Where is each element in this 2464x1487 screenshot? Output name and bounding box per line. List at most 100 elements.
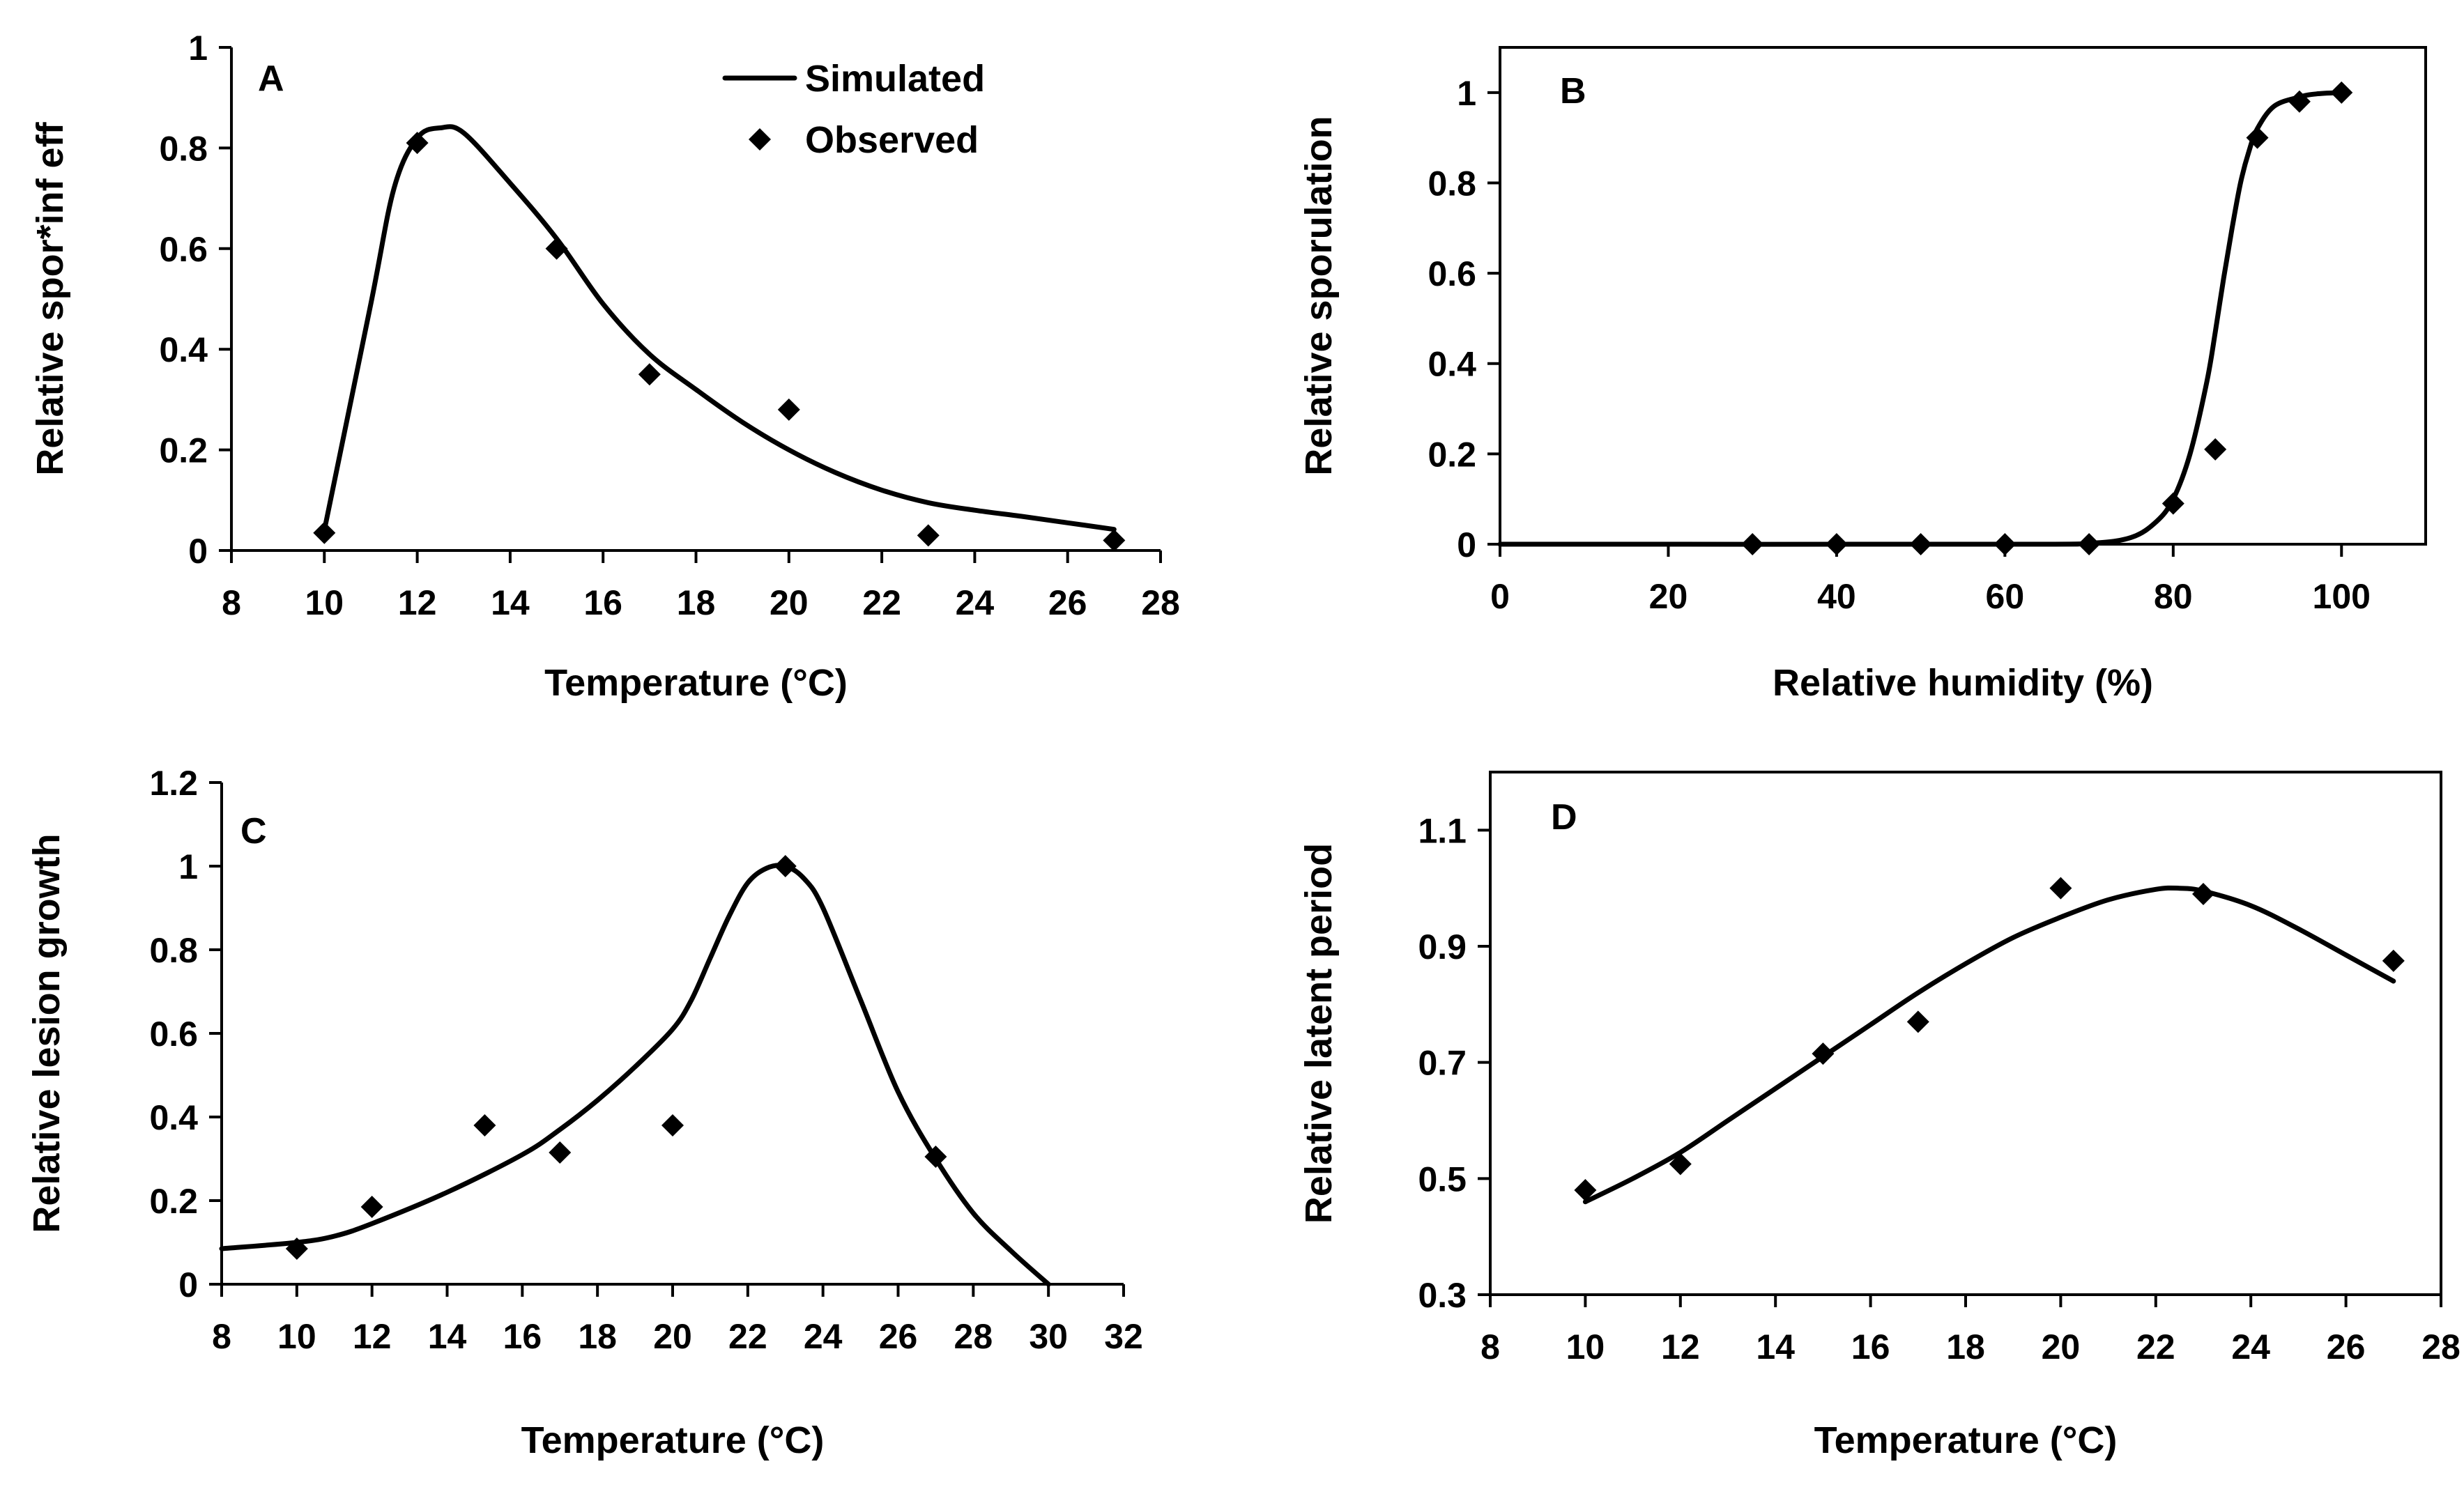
chart-c: 8 10 12 14 16 18 20 22 24 26 28 30 32 0 0.2 0.4 0.6 0.8 1 1… bbox=[26, 764, 1143, 1461]
chart-c-x-tick-label: 18 bbox=[578, 1317, 617, 1356]
chart-b-x-tick-label: 20 bbox=[1649, 577, 1688, 616]
chart-d-panel-label: D bbox=[1551, 797, 1577, 838]
chart-d-observed-point bbox=[2382, 949, 2405, 972]
chart-c-observed-point bbox=[360, 1196, 383, 1218]
chart-a-observed-point bbox=[313, 521, 336, 544]
chart-d-observed-point bbox=[1669, 1153, 1692, 1176]
chart-d-observed-point bbox=[1812, 1042, 1835, 1065]
chart-c-y-tick-label: 0.6 bbox=[149, 1015, 198, 1054]
chart-b-x-tick-label: 100 bbox=[2313, 577, 2371, 616]
chart-b-observed-point bbox=[2288, 90, 2311, 113]
chart-c-y-tick-label: 0 bbox=[178, 1265, 198, 1304]
chart-b-y-tick-label: 0 bbox=[1457, 525, 1476, 564]
chart-d: 8 10 12 14 16 18 20 22 24 26 28 0.3 0.5 0.7 0.9 1.1 Temp… bbox=[1298, 771, 2461, 1461]
chart-c-observed-point bbox=[549, 1141, 572, 1164]
chart-c-simulated-line bbox=[219, 863, 1051, 1287]
chart-d-y-tick-label: 0.5 bbox=[1418, 1159, 1467, 1199]
chart-a-x-tick-label: 24 bbox=[956, 583, 995, 622]
chart-b-y-tick-label: 0.2 bbox=[1428, 435, 1476, 474]
chart-d-x-tick-label: 12 bbox=[1661, 1327, 1700, 1366]
chart-b-y-tick-label: 0.4 bbox=[1428, 345, 1476, 384]
chart-b-x-tick-label: 0 bbox=[1490, 577, 1510, 616]
chart-a-y-tick-label: 0.8 bbox=[159, 129, 208, 168]
chart-a-x-tick-label: 26 bbox=[1048, 583, 1087, 622]
chart-b: 0 20 40 60 80 100 0 0.2 0.4 0.6 0.8 1 Relative humid… bbox=[1298, 46, 2427, 704]
chart-c-y-tick-label: 0.4 bbox=[149, 1098, 198, 1137]
chart-a-y-tick-label: 1 bbox=[188, 29, 208, 68]
chart-a-y-axis-title: Relative spor*inf eff bbox=[29, 121, 71, 475]
chart-d-observed-point bbox=[2049, 877, 2072, 900]
chart-b-observed-point bbox=[2330, 81, 2353, 104]
chart-d-x-tick-label: 22 bbox=[2136, 1327, 2175, 1366]
chart-c-observed-point bbox=[285, 1238, 308, 1260]
chart-c-x-tick-label: 26 bbox=[879, 1317, 918, 1356]
chart-a-observed-point bbox=[406, 132, 429, 155]
chart-b-observed-point bbox=[2204, 438, 2227, 461]
chart-a-x-tick-label: 28 bbox=[1141, 583, 1180, 622]
chart-b-observed-point bbox=[1994, 533, 2017, 555]
chart-a-observed-point bbox=[777, 398, 800, 421]
chart-c-x-tick-label: 28 bbox=[954, 1317, 993, 1356]
chart-d-observed-point bbox=[1574, 1179, 1597, 1201]
chart-a: 8 10 12 14 16 18 20 22 24 26 28 0 0.2 0.4 0.6 0.8 1 Tempe… bbox=[29, 29, 1180, 704]
chart-a-x-axis-title: Temperature (°C) bbox=[544, 662, 848, 704]
chart-c-panel-label: C bbox=[240, 811, 267, 852]
chart-c-x-tick-label: 16 bbox=[503, 1317, 542, 1356]
chart-d-observed-point bbox=[1906, 1010, 1929, 1033]
chart-c-y-tick-label: 0.8 bbox=[149, 931, 198, 970]
chart-d-x-tick-label: 24 bbox=[2231, 1327, 2270, 1366]
chart-d-x-tick-label: 16 bbox=[1851, 1327, 1890, 1366]
chart-c-observed-point bbox=[774, 855, 797, 877]
chart-b-x-tick-label: 80 bbox=[2154, 577, 2193, 616]
chart-d-x-tick-label: 14 bbox=[1756, 1327, 1795, 1366]
chart-d-x-tick-label: 8 bbox=[1480, 1327, 1500, 1366]
chart-a-observed-point bbox=[638, 363, 661, 386]
chart-c-x-tick-label: 14 bbox=[428, 1317, 467, 1356]
chart-b-x-axis-title: Relative humidity (%) bbox=[1773, 662, 2153, 704]
chart-c-x-axis-title: Temperature (°C) bbox=[521, 1419, 825, 1461]
chart-b-observed-point bbox=[1909, 533, 1932, 555]
chart-a-x-tick-label: 16 bbox=[583, 583, 622, 622]
chart-c-x-tick-label: 12 bbox=[353, 1317, 392, 1356]
chart-d-x-tick-label: 26 bbox=[2327, 1327, 2366, 1366]
chart-c-x-tick-label: 30 bbox=[1029, 1317, 1068, 1356]
chart-d-y-axis-title: Relative latent period bbox=[1298, 843, 1340, 1224]
chart-c-observed-point bbox=[924, 1146, 947, 1168]
chart-b-observed-point bbox=[2246, 126, 2269, 149]
chart-a-legend-label: Observed bbox=[805, 119, 979, 161]
chart-a-x-tick-label: 12 bbox=[398, 583, 437, 622]
chart-a-observed-point bbox=[917, 524, 940, 547]
chart-a-y-tick-label: 0 bbox=[188, 532, 208, 571]
chart-d-x-axis-title: Temperature (°C) bbox=[1814, 1419, 2118, 1461]
chart-d-y-tick-label: 0.7 bbox=[1418, 1044, 1467, 1083]
chart-d-x-tick-label: 20 bbox=[2042, 1327, 2081, 1366]
chart-a-x-tick-label: 8 bbox=[222, 583, 241, 622]
chart-b-x-tick-label: 60 bbox=[1986, 577, 2025, 616]
chart-c-x-tick-label: 32 bbox=[1104, 1317, 1143, 1356]
chart-d-simulated-line bbox=[1582, 885, 2396, 1205]
chart-a-panel-label: A bbox=[258, 59, 284, 99]
chart-d-y-tick-label: 0.9 bbox=[1418, 927, 1467, 966]
chart-c-y-tick-label: 1.2 bbox=[149, 764, 198, 803]
chart-a-y-tick-label: 0.4 bbox=[159, 330, 208, 369]
chart-b-observed-point bbox=[1741, 533, 1764, 555]
chart-c-x-tick-label: 24 bbox=[804, 1317, 843, 1356]
chart-c-observed-point bbox=[661, 1114, 684, 1137]
chart-a-y-tick-label: 0.6 bbox=[159, 230, 208, 269]
chart-a-observed-point bbox=[545, 237, 568, 260]
chart-b-observed-point bbox=[2161, 492, 2184, 515]
chart-c-x-tick-label: 22 bbox=[728, 1317, 767, 1356]
chart-d-x-tick-label: 28 bbox=[2421, 1327, 2461, 1366]
chart-d-y-tick-label: 0.3 bbox=[1418, 1276, 1467, 1315]
chart-b-observed-point bbox=[2078, 533, 2101, 555]
chart-c-observed-point bbox=[473, 1114, 496, 1137]
chart-a-x-tick-label: 20 bbox=[770, 583, 809, 622]
chart-d-x-tick-label: 18 bbox=[1946, 1327, 1985, 1366]
chart-c-y-tick-label: 0.2 bbox=[149, 1182, 198, 1221]
chart-b-simulated-line bbox=[1497, 90, 2344, 547]
chart-a-observed-point bbox=[1103, 529, 1126, 552]
chart-b-observed-point bbox=[1825, 533, 1848, 555]
chart-d-y-tick-label: 1.1 bbox=[1418, 811, 1467, 850]
